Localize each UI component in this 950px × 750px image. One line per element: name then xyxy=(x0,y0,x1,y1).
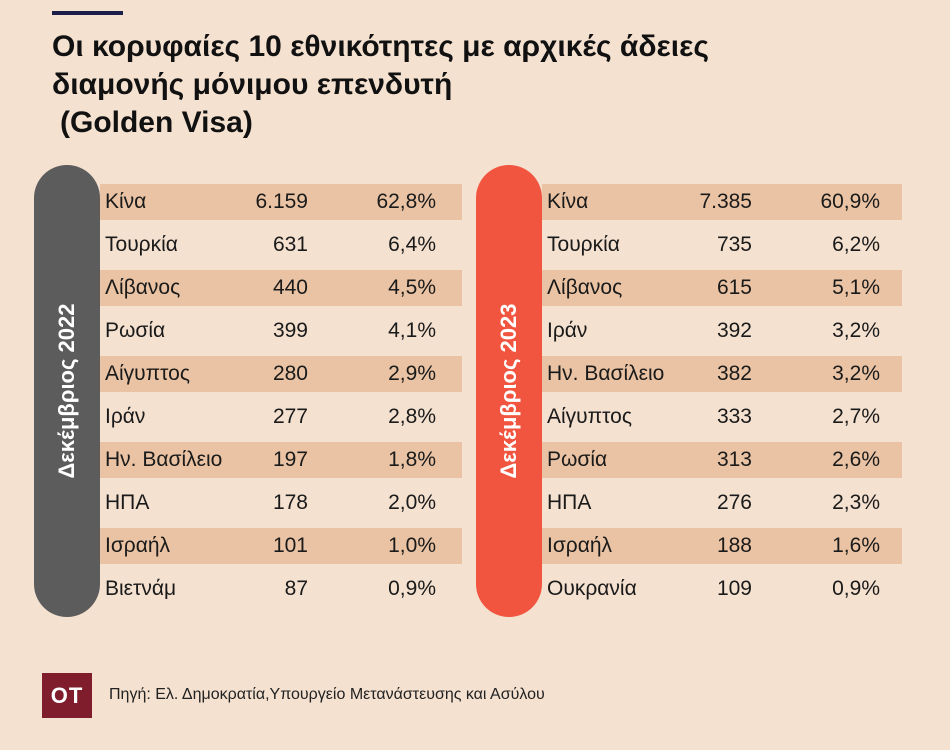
table-row: Λίβανος 615 5,1% xyxy=(542,270,902,306)
table-row: Ισραήλ 188 1,6% xyxy=(542,528,902,564)
country-cell: Λίβανος xyxy=(547,276,623,299)
percent-cell: 2,8% xyxy=(388,405,436,428)
country-cell: Κίνα xyxy=(547,190,589,213)
country-cell: Ισραήλ xyxy=(547,534,613,557)
count-cell: 188 xyxy=(716,534,752,557)
country-cell: Ρωσία xyxy=(105,319,166,342)
count-cell: 109 xyxy=(716,577,752,600)
country-cell: Κίνα xyxy=(105,190,147,213)
country-cell: ΗΠΑ xyxy=(105,491,150,514)
year-pill-2022: Δεκέμβριος 2022 xyxy=(34,165,100,617)
count-cell: 735 xyxy=(716,233,752,256)
table-row: ΗΠΑ 276 2,3% xyxy=(542,485,902,521)
percent-cell: 2,9% xyxy=(388,362,436,385)
count-cell: 313 xyxy=(716,448,752,471)
table-row: Ρωσία 399 4,1% xyxy=(100,313,462,349)
table-2023: Κίνα 7.385 60,9% Τουρκία 735 6,2% Λίβανος 615 5,… xyxy=(542,184,902,614)
percent-cell: 1,0% xyxy=(388,534,436,557)
table-row: Κίνα 7.385 60,9% xyxy=(542,184,902,220)
count-cell: 6.159 xyxy=(255,190,308,213)
count-cell: 631 xyxy=(272,233,308,256)
percent-cell: 2,7% xyxy=(832,405,880,428)
percent-cell: 0,9% xyxy=(832,577,880,600)
ot-logo: ΟΤ xyxy=(42,673,92,718)
percent-cell: 3,2% xyxy=(832,319,880,342)
table-row: Ρωσία 313 2,6% xyxy=(542,442,902,478)
percent-cell: 2,0% xyxy=(388,491,436,514)
country-cell: ΗΠΑ xyxy=(547,491,592,514)
table-row: ΗΠΑ 178 2,0% xyxy=(100,485,462,521)
percent-cell: 5,1% xyxy=(832,276,880,299)
title-line-1: Οι κορυφαίες 10 εθνικότητες με αρχικές ά… xyxy=(52,30,709,63)
country-cell: Λίβανος xyxy=(105,276,181,299)
source-note: Πηγή: Ελ. Δημοκρατία,Υπουργείο Μετανάστε… xyxy=(109,686,545,703)
percent-cell: 6,2% xyxy=(832,233,880,256)
country-cell: Ουκρανία xyxy=(547,577,637,600)
percent-cell: 0,9% xyxy=(388,577,436,600)
count-cell: 333 xyxy=(716,405,752,428)
country-cell: Ην. Βασίλειο xyxy=(105,448,223,471)
percent-cell: 2,3% xyxy=(832,491,880,514)
country-cell: Αίγυπτος xyxy=(105,362,190,385)
count-cell: 101 xyxy=(272,534,308,557)
percent-cell: 4,5% xyxy=(388,276,436,299)
country-cell: Ισραήλ xyxy=(105,534,171,557)
count-cell: 399 xyxy=(272,319,308,342)
count-cell: 280 xyxy=(272,362,308,385)
table-row: Ην. Βασίλειο 382 3,2% xyxy=(542,356,902,392)
top-accent-rule xyxy=(52,11,123,15)
table-row: Ιράν 392 3,2% xyxy=(542,313,902,349)
table-row: Τουρκία 631 6,4% xyxy=(100,227,462,263)
percent-cell: 1,6% xyxy=(832,534,880,557)
page-title: Οι κορυφαίες 10 εθνικότητες με αρχικές ά… xyxy=(52,28,872,142)
table-row: Αίγυπτος 280 2,9% xyxy=(100,356,462,392)
country-cell: Ρωσία xyxy=(547,448,608,471)
percent-cell: 4,1% xyxy=(388,319,436,342)
count-cell: 197 xyxy=(272,448,308,471)
table-row: Αίγυπτος 333 2,7% xyxy=(542,399,902,435)
count-cell: 440 xyxy=(272,276,308,299)
table-row: Βιετνάμ 87 0,9% xyxy=(100,571,462,607)
percent-cell: 62,8% xyxy=(376,190,436,213)
year-pill-2023: Δεκέμβριος 2023 xyxy=(476,165,542,617)
table-row: Ιράν 277 2,8% xyxy=(100,399,462,435)
percent-cell: 60,9% xyxy=(820,190,880,213)
percent-cell: 6,4% xyxy=(388,233,436,256)
table-row: Ουκρανία 109 0,9% xyxy=(542,571,902,607)
percent-cell: 1,8% xyxy=(388,448,436,471)
count-cell: 7.385 xyxy=(699,190,752,213)
table-row: Λίβανος 440 4,5% xyxy=(100,270,462,306)
count-cell: 276 xyxy=(716,491,752,514)
country-cell: Ιράν xyxy=(105,405,146,428)
table-2022: Κίνα 6.159 62,8% Τουρκία 631 6,4% Λίβανος 440 4,… xyxy=(100,184,462,614)
country-cell: Τουρκία xyxy=(547,233,620,256)
country-cell: Ην. Βασίλειο xyxy=(547,362,665,385)
country-cell: Βιετνάμ xyxy=(105,577,177,600)
table-row: Ην. Βασίλειο 197 1,8% xyxy=(100,442,462,478)
country-cell: Αίγυπτος xyxy=(547,405,632,428)
country-cell: Ιράν xyxy=(547,319,588,342)
count-cell: 178 xyxy=(272,491,308,514)
year-label-2023: Δεκέμβριος 2023 xyxy=(496,303,521,479)
country-cell: Τουρκία xyxy=(105,233,178,256)
count-cell: 277 xyxy=(272,405,308,428)
title-line-2: διαμονής μόνιμου επενδυτή xyxy=(52,68,453,101)
table-row: Τουρκία 735 6,2% xyxy=(542,227,902,263)
count-cell: 615 xyxy=(716,276,752,299)
count-cell: 392 xyxy=(716,319,752,342)
count-cell: 382 xyxy=(716,362,752,385)
table-row: Κίνα 6.159 62,8% xyxy=(100,184,462,220)
count-cell: 87 xyxy=(284,577,308,600)
title-line-3: (Golden Visa) xyxy=(60,106,253,139)
percent-cell: 2,6% xyxy=(832,448,880,471)
percent-cell: 3,2% xyxy=(832,362,880,385)
table-row: Ισραήλ 101 1,0% xyxy=(100,528,462,564)
year-label-2022: Δεκέμβριος 2022 xyxy=(54,303,79,479)
